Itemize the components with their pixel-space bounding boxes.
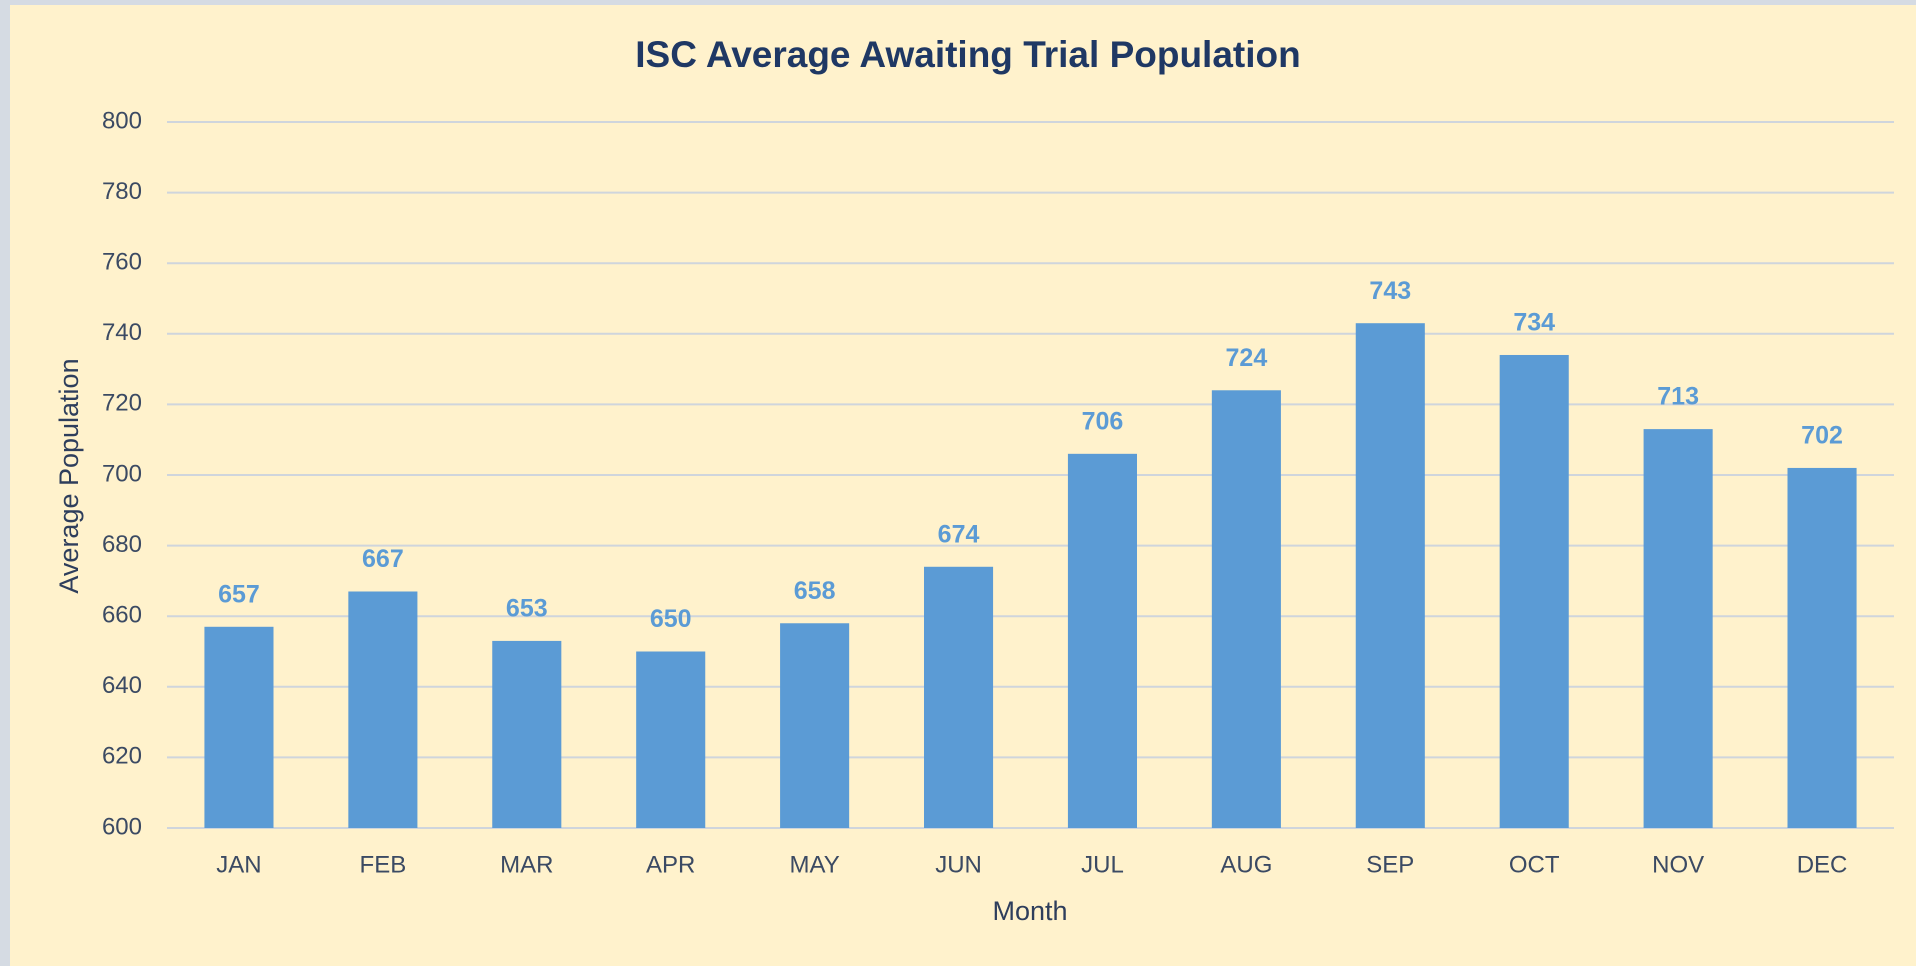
data-label: 706: [1082, 407, 1124, 435]
y-tick-label: 700: [102, 460, 142, 487]
data-label: 658: [794, 577, 836, 605]
x-tick-label: OCT: [1509, 851, 1560, 878]
y-tick-label: 640: [102, 672, 142, 699]
x-tick-label: FEB: [360, 851, 407, 878]
x-tick-label: SEP: [1366, 851, 1414, 878]
x-tick-label: APR: [646, 851, 695, 878]
x-tick-label: NOV: [1652, 851, 1704, 878]
bar: [780, 623, 850, 828]
bar: [1499, 354, 1569, 828]
data-label: 674: [938, 520, 980, 548]
x-tick-label: DEC: [1797, 851, 1848, 878]
x-tick-label: JUL: [1081, 851, 1124, 878]
bar: [492, 640, 562, 828]
data-label: 657: [218, 580, 260, 608]
bar: [1211, 390, 1281, 828]
y-tick-label: 680: [102, 531, 142, 558]
x-tick-label: JAN: [216, 851, 261, 878]
y-tick-label: 600: [102, 813, 142, 840]
bar: [204, 626, 274, 828]
y-tick-label: 740: [102, 319, 142, 346]
data-label: 713: [1657, 383, 1699, 411]
data-label: 734: [1513, 309, 1555, 337]
data-label: 667: [362, 545, 404, 573]
y-axis-title: Average Population: [54, 358, 84, 593]
y-tick-label: 720: [102, 390, 142, 417]
x-tick-label: MAR: [500, 851, 553, 878]
x-axis-title: Month: [992, 896, 1067, 926]
y-tick-label: 800: [102, 107, 142, 134]
y-tick-label: 760: [102, 249, 142, 276]
y-tick-label: 660: [102, 602, 142, 629]
bar: [1643, 429, 1713, 828]
bar: [348, 591, 418, 828]
bar: [1355, 323, 1425, 828]
y-tick-label: 620: [102, 743, 142, 770]
x-tick-label: JUN: [935, 851, 982, 878]
data-label: 653: [506, 595, 548, 623]
bar: [1787, 467, 1857, 828]
bar: [1067, 453, 1137, 828]
y-tick-label: 780: [102, 178, 142, 205]
data-label: 650: [650, 605, 692, 633]
chart-title: ISC Average Awaiting Trial Population: [635, 34, 1300, 75]
data-label: 702: [1801, 422, 1843, 450]
x-tick-label: MAY: [790, 851, 840, 878]
bar: [636, 651, 706, 828]
data-label: 724: [1226, 344, 1268, 372]
data-label: 743: [1369, 277, 1411, 305]
x-tick-label: AUG: [1220, 851, 1272, 878]
bar: [924, 566, 994, 828]
